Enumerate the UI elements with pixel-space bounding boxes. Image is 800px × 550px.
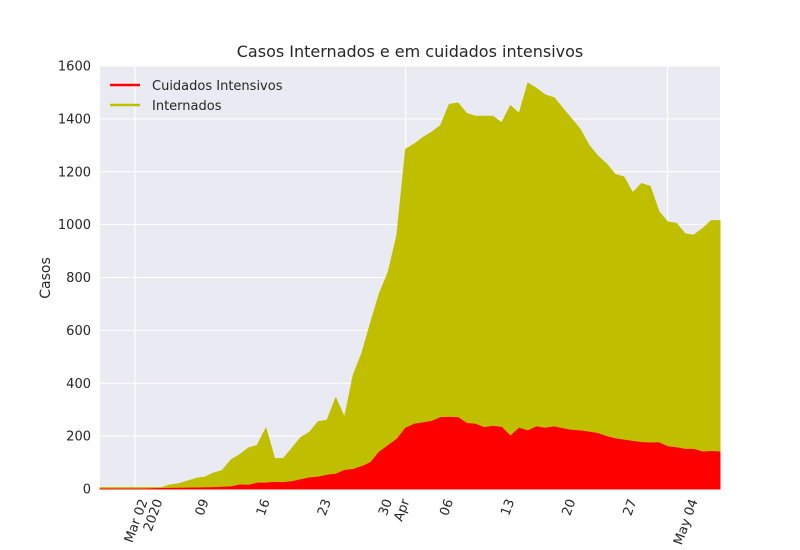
x-tick-label: 27: [621, 497, 641, 518]
legend-label-cuidados-intensivos: Cuidados Intensivos: [152, 79, 283, 94]
x-tick-label: 16: [254, 497, 274, 518]
y-axis-label: Casos: [38, 257, 54, 299]
legend: Cuidados Intensivos Internados: [110, 79, 283, 114]
chart-title: Casos Internados e em cuidados intensivo…: [237, 42, 583, 61]
y-tick-label: 400: [66, 377, 91, 392]
area-cuidados-intensivos: [99, 416, 721, 490]
y-tick-label: 200: [66, 430, 91, 445]
x-tick-label: Apr: [392, 497, 414, 524]
x-tick-label: 20: [560, 497, 580, 518]
y-tick-label: 1200: [58, 165, 91, 180]
y-tick-label: 800: [66, 271, 91, 286]
y-tick-label: 1600: [58, 60, 91, 75]
y-axis-ticks: 0 200 400 600 800 1000 1200 1400 1600: [58, 60, 91, 498]
x-tick-label: 09: [193, 497, 213, 518]
x-tick-label: 23: [315, 497, 335, 518]
area-internados: [99, 82, 721, 490]
x-tick-label: 06: [437, 497, 457, 518]
x-tick-label: 30: [376, 497, 396, 518]
data-areas: [99, 82, 721, 490]
x-tick-label: May 04: [671, 497, 701, 547]
legend-label-internados: Internados: [152, 99, 222, 114]
y-tick-label: 1400: [58, 112, 91, 127]
x-tick-label: 13: [498, 497, 518, 518]
y-tick-label: 0: [83, 483, 91, 498]
y-tick-label: 1000: [58, 218, 91, 233]
y-tick-label: 600: [66, 324, 91, 339]
